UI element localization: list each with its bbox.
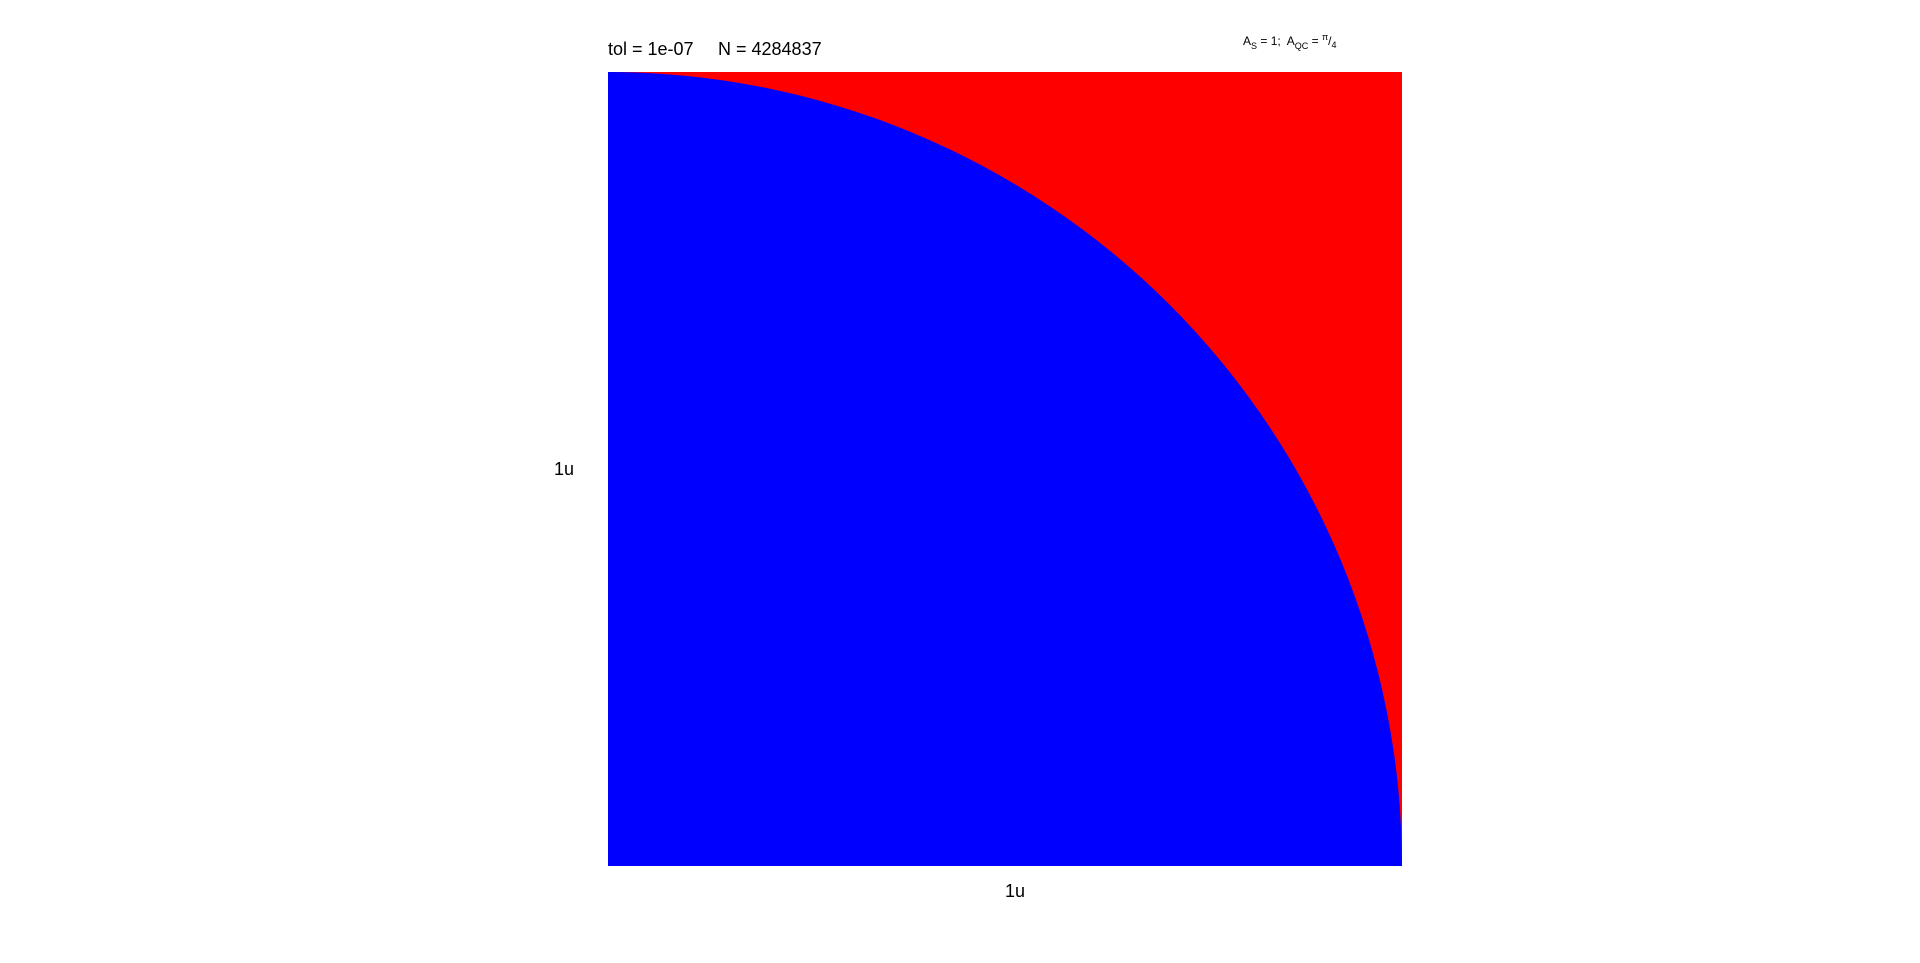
aqc-symbol: A (1287, 34, 1295, 48)
title-n: N = 4284837 (718, 39, 822, 59)
y-axis-label: 1u (554, 459, 574, 479)
inside-circle-region (608, 72, 1402, 866)
area-annotation: AS = 1; AQC = π/4 (1243, 32, 1337, 51)
plot-area (608, 72, 1402, 866)
denominator-four: 4 (1332, 40, 1337, 50)
as-value: = 1; (1257, 34, 1287, 48)
aqc-equals: = (1308, 34, 1322, 48)
x-axis-label: 1u (1005, 881, 1025, 901)
title-tol: tol = 1e-07 (608, 39, 694, 59)
pi-symbol: π (1322, 32, 1328, 42)
as-symbol: A (1243, 34, 1251, 48)
fraction-slash: / (1328, 34, 1332, 48)
aqc-subscript: QC (1295, 41, 1309, 51)
as-subscript: S (1251, 41, 1257, 51)
